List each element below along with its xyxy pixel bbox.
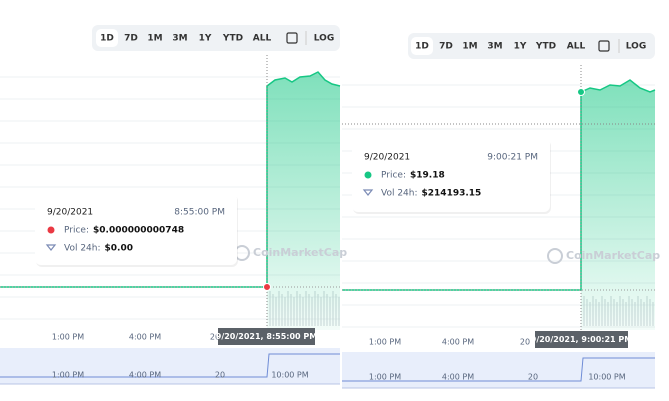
tooltip-time: 8:55:00 PM [174, 208, 225, 218]
range-button[interactable]: 1Y [199, 34, 212, 44]
range-button[interactable]: 1D [100, 34, 114, 44]
active-button [411, 37, 433, 55]
volume-label: Vol 24h: [64, 244, 101, 254]
range-button[interactable]: 1M [462, 42, 477, 52]
price-marker [364, 171, 372, 179]
toolbar [92, 25, 340, 51]
price-line [0, 71, 341, 288]
price-marker [47, 226, 55, 234]
tooltip-date: 9/20/2021 [364, 153, 410, 163]
range-button[interactable]: 3M [487, 42, 502, 52]
volume-marker [45, 244, 57, 251]
crosshair-label-bg [535, 331, 628, 348]
navigator-label: 10:00 PM [588, 373, 625, 382]
volume-label: Vol 24h: [381, 189, 418, 199]
tooltip-date: 9/20/2021 [47, 208, 93, 218]
volume-value: $0.00 [105, 244, 133, 254]
range-button[interactable]: ALL [567, 42, 586, 52]
navigator-label: 1:00 PM [369, 373, 401, 382]
x-axis-label: 4:00 PM [129, 333, 161, 342]
x-axis-label: 20 [210, 333, 220, 342]
active-button [96, 29, 118, 47]
range-button[interactable]: LOG [626, 42, 646, 52]
range-button[interactable]: 7D [439, 42, 453, 52]
navigator-line [342, 357, 655, 382]
volume-value: $214193.15 [422, 189, 482, 199]
hover-dot [577, 88, 585, 96]
price-label: Price: [381, 171, 406, 181]
navigator-label: 20 [528, 373, 538, 382]
crosshair-label: 9/20/2021, 8:55:00 PM [216, 332, 318, 341]
navigator [342, 352, 655, 388]
navigator-line [0, 353, 340, 378]
range-button[interactable]: YTD [535, 42, 556, 52]
calendar-icon[interactable] [286, 32, 298, 44]
range-button[interactable]: ALL [253, 34, 272, 44]
price-label: Price: [64, 226, 89, 236]
watermark-logo [547, 248, 563, 264]
navigator-label: 1:00 PM [52, 371, 84, 380]
price-value: $19.18 [410, 171, 445, 181]
toolbar [408, 33, 655, 59]
range-button[interactable]: YTD [222, 34, 243, 44]
navigator-label: 4:00 PM [442, 373, 474, 382]
range-button[interactable]: LOG [314, 34, 334, 44]
hover-dot [263, 283, 271, 291]
range-button[interactable]: 1Y [514, 42, 527, 52]
x-axis-label: 20 [520, 338, 530, 347]
tooltip-time: 9:00:21 PM [487, 153, 538, 163]
range-button[interactable]: 1M [147, 34, 162, 44]
volume-marker [362, 189, 374, 196]
tooltip [352, 138, 550, 212]
x-axis-label: 1:00 PM [52, 333, 84, 342]
calendar-icon[interactable] [598, 40, 610, 52]
watermark: CoinMarketCap [253, 246, 347, 259]
range-button[interactable]: 3M [172, 34, 187, 44]
tooltip [35, 193, 237, 265]
navigator-label: 10:00 PM [271, 371, 308, 380]
price-area [581, 80, 655, 330]
navigator-label: 4:00 PM [129, 371, 161, 380]
watermark: CoinMarketCap [566, 249, 660, 262]
price-value: $0.000000000748 [93, 226, 184, 236]
x-axis-label: 1:00 PM [369, 338, 401, 347]
range-button[interactable]: 7D [124, 34, 138, 44]
price-area [267, 72, 340, 330]
range-button[interactable]: 1D [415, 42, 429, 52]
crosshair-label: 9/20/2021, 9:00:21 PM [531, 335, 633, 344]
crosshair-label-bg [218, 328, 315, 345]
x-axis-label: 4:00 PM [442, 338, 474, 347]
navigator-label: 20 [215, 371, 225, 380]
